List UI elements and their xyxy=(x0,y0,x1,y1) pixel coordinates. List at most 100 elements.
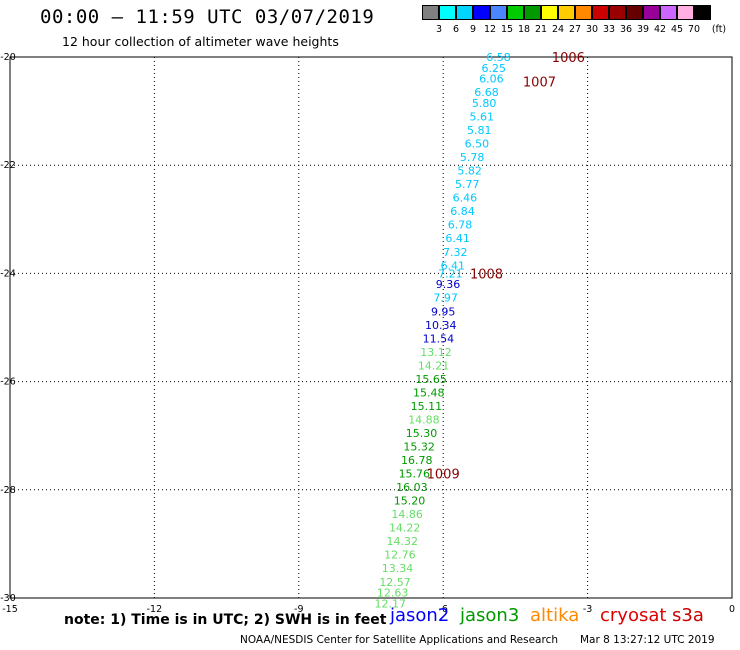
colorbar-unit: (ft) xyxy=(711,24,727,35)
colorbar-label: 70 xyxy=(687,24,701,35)
wave-height-label: 15.30 xyxy=(406,427,438,440)
wave-height-label: 5.80 xyxy=(472,97,497,110)
wave-height-label: 16.78 xyxy=(401,454,433,467)
wave-height-label: 13.12 xyxy=(420,346,452,359)
satellite-altika: altika xyxy=(530,605,580,626)
wave-height-label: 5.82 xyxy=(457,165,482,178)
wave-height-label: 12.17 xyxy=(375,597,407,610)
satellite-jason3: jason3 xyxy=(460,605,520,626)
wave-height-label: 6.58 xyxy=(486,51,511,64)
wave-height-label: 11.54 xyxy=(423,332,455,345)
y-tick-label: -20 xyxy=(0,52,16,63)
colorbar-label: 18 xyxy=(517,24,531,35)
wave-height-label: 14.22 xyxy=(389,522,421,535)
wave-height-label: 5.77 xyxy=(455,178,480,191)
y-tick-label: -22 xyxy=(0,160,16,171)
wave-height-label: 12.76 xyxy=(384,549,416,562)
wave-height-label: 9.95 xyxy=(431,305,456,318)
wave-height-label: 13.34 xyxy=(382,562,414,575)
footer-note: note: 1) Time is in UTC; 2) SWH is in fe… xyxy=(64,612,387,628)
wave-height-label: 6.50 xyxy=(465,138,490,151)
wave-height-label: 6.41 xyxy=(445,232,470,245)
footer-timestamp: Mar 8 13:27:12 UTC 2019 xyxy=(580,634,715,646)
colorbar-label: 3 xyxy=(435,24,443,35)
x-tick-label: 0 xyxy=(729,604,735,615)
plot-frame xyxy=(9,56,733,599)
x-tick-label: -9 xyxy=(294,604,303,615)
wave-height-label: 12.63 xyxy=(377,587,409,600)
wave-height-label: 5.78 xyxy=(460,151,485,164)
colorbar-label: 21 xyxy=(534,24,548,35)
wave-height-label: 12.57 xyxy=(379,576,411,589)
wave-height-label: 15.11 xyxy=(411,400,443,413)
wave-height-label: 6.84 xyxy=(450,205,475,218)
wave-height-label: 5.81 xyxy=(467,124,492,137)
wave-height-label: 6.06 xyxy=(479,73,504,86)
wave-height-label: 6.78 xyxy=(448,219,473,232)
colorbar-swatch xyxy=(439,5,456,20)
colorbar-swatch xyxy=(473,5,490,20)
wave-height-label: 14.21 xyxy=(418,359,450,372)
wave-height-label: 14.86 xyxy=(391,508,423,521)
x-tick-label: -6 xyxy=(438,604,447,615)
wave-height-label: 15.48 xyxy=(413,386,445,399)
y-tick-label: -24 xyxy=(0,268,16,279)
colorbar-swatch xyxy=(558,5,575,20)
wave-height-label: 9.36 xyxy=(436,278,461,291)
page-title: 00:00 – 11:59 UTC 03/07/2019 xyxy=(40,6,375,28)
x-tick-label: -12 xyxy=(147,604,163,615)
colorbar-swatch xyxy=(524,5,541,20)
colorbar-swatch xyxy=(541,5,558,20)
x-tick-label: -15 xyxy=(2,604,18,615)
wave-height-label: 7.97 xyxy=(433,292,458,305)
satellite-s3a: s3a xyxy=(672,605,704,626)
pressure-label: 1009 xyxy=(427,468,460,483)
wave-height-label: 10.34 xyxy=(425,319,457,332)
wave-height-label: 6.25 xyxy=(481,62,506,75)
satellite-cryosat: cryosat xyxy=(600,605,667,626)
y-tick-label: -26 xyxy=(0,377,16,388)
colorbar-label: 24 xyxy=(551,24,565,35)
y-tick-label: -30 xyxy=(0,593,16,604)
x-tick-label: -3 xyxy=(583,604,592,615)
footer-credit: NOAA/NESDIS Center for Satellite Applica… xyxy=(240,634,558,646)
wave-height-label: 15.76 xyxy=(399,468,431,481)
colorbar-label: 15 xyxy=(500,24,514,35)
colorbar-swatch xyxy=(592,5,609,20)
colorbar-label: 9 xyxy=(469,24,477,35)
colorbar-swatch xyxy=(456,5,473,20)
page-subtitle: 12 hour collection of altimeter wave hei… xyxy=(62,34,339,49)
colorbar-swatch xyxy=(609,5,626,20)
colorbar-swatch xyxy=(694,5,711,20)
pressure-label: 1007 xyxy=(523,75,556,90)
wave-height-label: 6.41 xyxy=(441,259,466,272)
satellite-jason2: jason2 xyxy=(390,605,450,626)
pressure-label: 1006 xyxy=(552,51,585,66)
wave-height-label: 14.32 xyxy=(387,535,419,548)
colorbar-label: 36 xyxy=(619,24,633,35)
colorbar-label: 45 xyxy=(670,24,684,35)
colorbar-label: 42 xyxy=(653,24,667,35)
wave-height-label: 15.65 xyxy=(415,373,447,386)
colorbar-label: 6 xyxy=(452,24,460,35)
colorbar-swatch xyxy=(677,5,694,20)
wave-height-label: 14.88 xyxy=(408,413,440,426)
wave-height-label: 5.61 xyxy=(469,111,494,124)
colorbar-swatch xyxy=(643,5,660,20)
colorbar-swatch xyxy=(575,5,592,20)
wave-height-label: 15.32 xyxy=(403,441,435,454)
colorbar-swatch xyxy=(490,5,507,20)
colorbar-swatch xyxy=(660,5,677,20)
y-tick-label: -28 xyxy=(0,485,16,496)
colorbar-label: 12 xyxy=(483,24,497,35)
wave-height-label: 7.21 xyxy=(438,267,463,280)
colorbar-label: 30 xyxy=(585,24,599,35)
colorbar-label: 39 xyxy=(636,24,650,35)
wave-height-label: 16.03 xyxy=(396,481,428,494)
colorbar-label: 33 xyxy=(602,24,616,35)
colorbar-label: 27 xyxy=(568,24,582,35)
colorbar-swatch xyxy=(422,5,439,20)
colorbar-swatch xyxy=(507,5,524,20)
wave-height-label: 6.68 xyxy=(474,86,499,99)
